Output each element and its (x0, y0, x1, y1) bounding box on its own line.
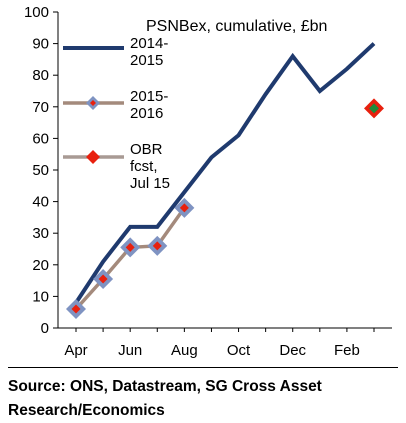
y-tick-label: 50 (32, 162, 49, 179)
series-2015-2016-line (74, 206, 186, 311)
legend-label: 2015-2016 (130, 88, 168, 122)
x-tick-label: Jun (118, 342, 142, 359)
legend-label: OBR fcst, Jul 15 (130, 141, 170, 192)
series-2015-2016-marker-core (125, 242, 135, 252)
source-divider (8, 367, 398, 368)
y-tick-label: 10 (32, 288, 49, 305)
y-tick-label: 0 (41, 320, 49, 337)
series-layer (66, 42, 384, 320)
legend-marker-obr (86, 150, 100, 164)
series-2015-2016-marker-core (152, 241, 162, 251)
series-2014-2015-line (74, 42, 376, 304)
x-tick-label: Feb (334, 342, 360, 359)
y-axis: 0 10 20 30 40 50 60 70 80 90 100 (24, 4, 59, 337)
legend-label: 2014-2015 (130, 35, 168, 69)
x-tick-label: Apr (64, 342, 87, 359)
y-tick-label: 40 (32, 194, 49, 211)
obr-forecast-marker-core (369, 103, 379, 114)
legend-marker-2015-2016-core (90, 100, 96, 106)
series-2015-2016-marker-core (98, 274, 108, 284)
y-tick-label: 80 (32, 67, 49, 84)
chart-title: PSNBex, cumulative, £bn (146, 18, 327, 35)
y-tick-label: 90 (32, 36, 49, 53)
y-tick-label: 70 (32, 99, 49, 116)
x-tick-label: Dec (279, 342, 306, 359)
y-tick-label: 100 (24, 4, 49, 21)
source-note: Source: ONS, Datastream, SG Cross Asset … (8, 378, 322, 419)
y-tick-label: 20 (32, 257, 49, 274)
series-2015-2016-marker-core (71, 304, 81, 314)
series-2015-2016-marker-core (179, 203, 189, 213)
y-tick-label: 60 (32, 130, 49, 147)
x-tick-label: Aug (171, 342, 198, 359)
x-tick-label: Oct (227, 342, 251, 359)
x-axis: Apr Jun Aug Oct Dec Feb (58, 327, 392, 359)
y-tick-label: 30 (32, 225, 49, 242)
legend: 2014-2015 2015-2016 OBR fcst, Jul 15 (63, 35, 170, 192)
